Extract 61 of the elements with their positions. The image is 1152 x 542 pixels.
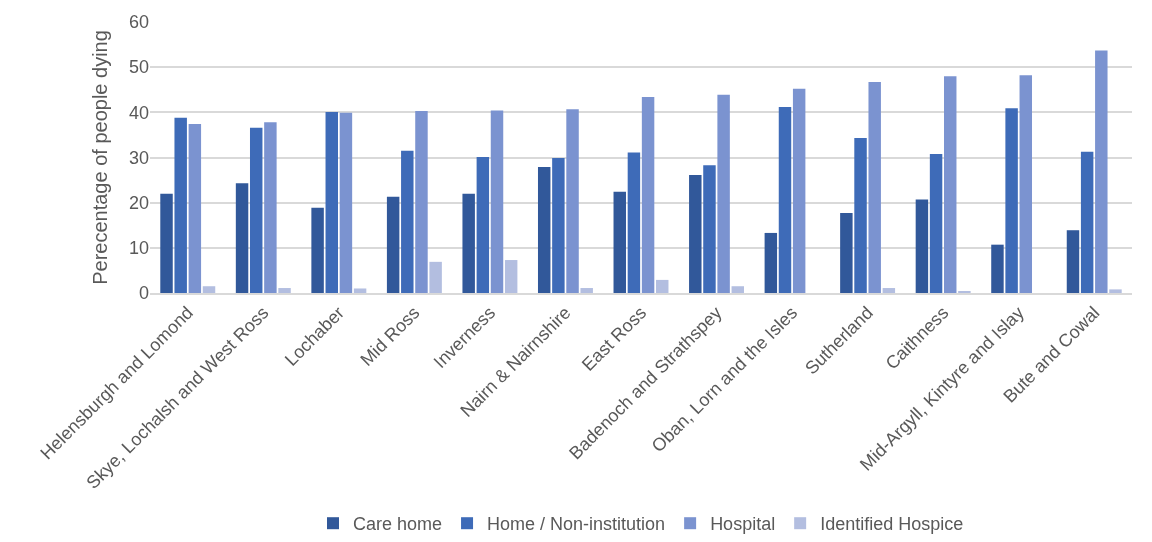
bar (991, 244, 1004, 293)
bar (792, 88, 806, 293)
bar (311, 207, 324, 293)
bar (401, 150, 414, 293)
bar (882, 288, 896, 293)
y-tick-label: 50 (128, 57, 149, 78)
bar (429, 261, 442, 293)
bar (1005, 108, 1018, 293)
bar (1019, 75, 1033, 293)
y-tick-label: 10 (128, 238, 149, 259)
bar (1109, 289, 1122, 293)
bar (174, 117, 187, 293)
y-tick-label: 20 (128, 192, 149, 213)
bar (325, 111, 338, 293)
bar (854, 138, 867, 293)
bar (160, 193, 173, 293)
bar (278, 288, 291, 293)
bar (235, 183, 249, 293)
bar (689, 175, 702, 293)
bar (656, 279, 669, 293)
bar (537, 166, 551, 293)
bar (1095, 50, 1108, 293)
bar (613, 191, 626, 293)
bar (731, 286, 745, 293)
bar (929, 153, 943, 293)
bar (462, 193, 475, 293)
legend-label: Hospital (710, 514, 776, 535)
bar (188, 124, 202, 293)
y-tick-label: 40 (128, 102, 149, 123)
legend-label: Home / Non-institution (487, 514, 666, 535)
bar (868, 82, 881, 293)
bar (490, 110, 504, 293)
bar (1066, 230, 1080, 293)
bar (415, 110, 428, 293)
bar (504, 260, 518, 293)
y-tick-label: 60 (128, 12, 149, 33)
legend-label: Care home (353, 514, 443, 535)
bar (778, 106, 792, 293)
bar (641, 96, 655, 293)
bar (580, 288, 593, 293)
bar (717, 94, 730, 293)
bar (915, 199, 929, 293)
y-axis-title: Perecentage of people dying (89, 30, 112, 285)
bar (264, 122, 277, 293)
bar (627, 152, 641, 293)
bar (353, 288, 367, 293)
bar (202, 286, 216, 293)
y-tick-label: 0 (138, 283, 149, 304)
bar (386, 196, 400, 293)
bar (566, 109, 579, 293)
bar (552, 157, 565, 293)
legend-label: Identified Hospice (820, 514, 964, 535)
bar (764, 232, 778, 293)
bar (840, 213, 853, 293)
bar (476, 157, 490, 293)
bar (944, 76, 957, 293)
bar (703, 165, 716, 293)
bar (1080, 151, 1094, 293)
bar (339, 112, 353, 293)
y-tick-label: 30 (128, 147, 149, 168)
bar (249, 127, 263, 293)
